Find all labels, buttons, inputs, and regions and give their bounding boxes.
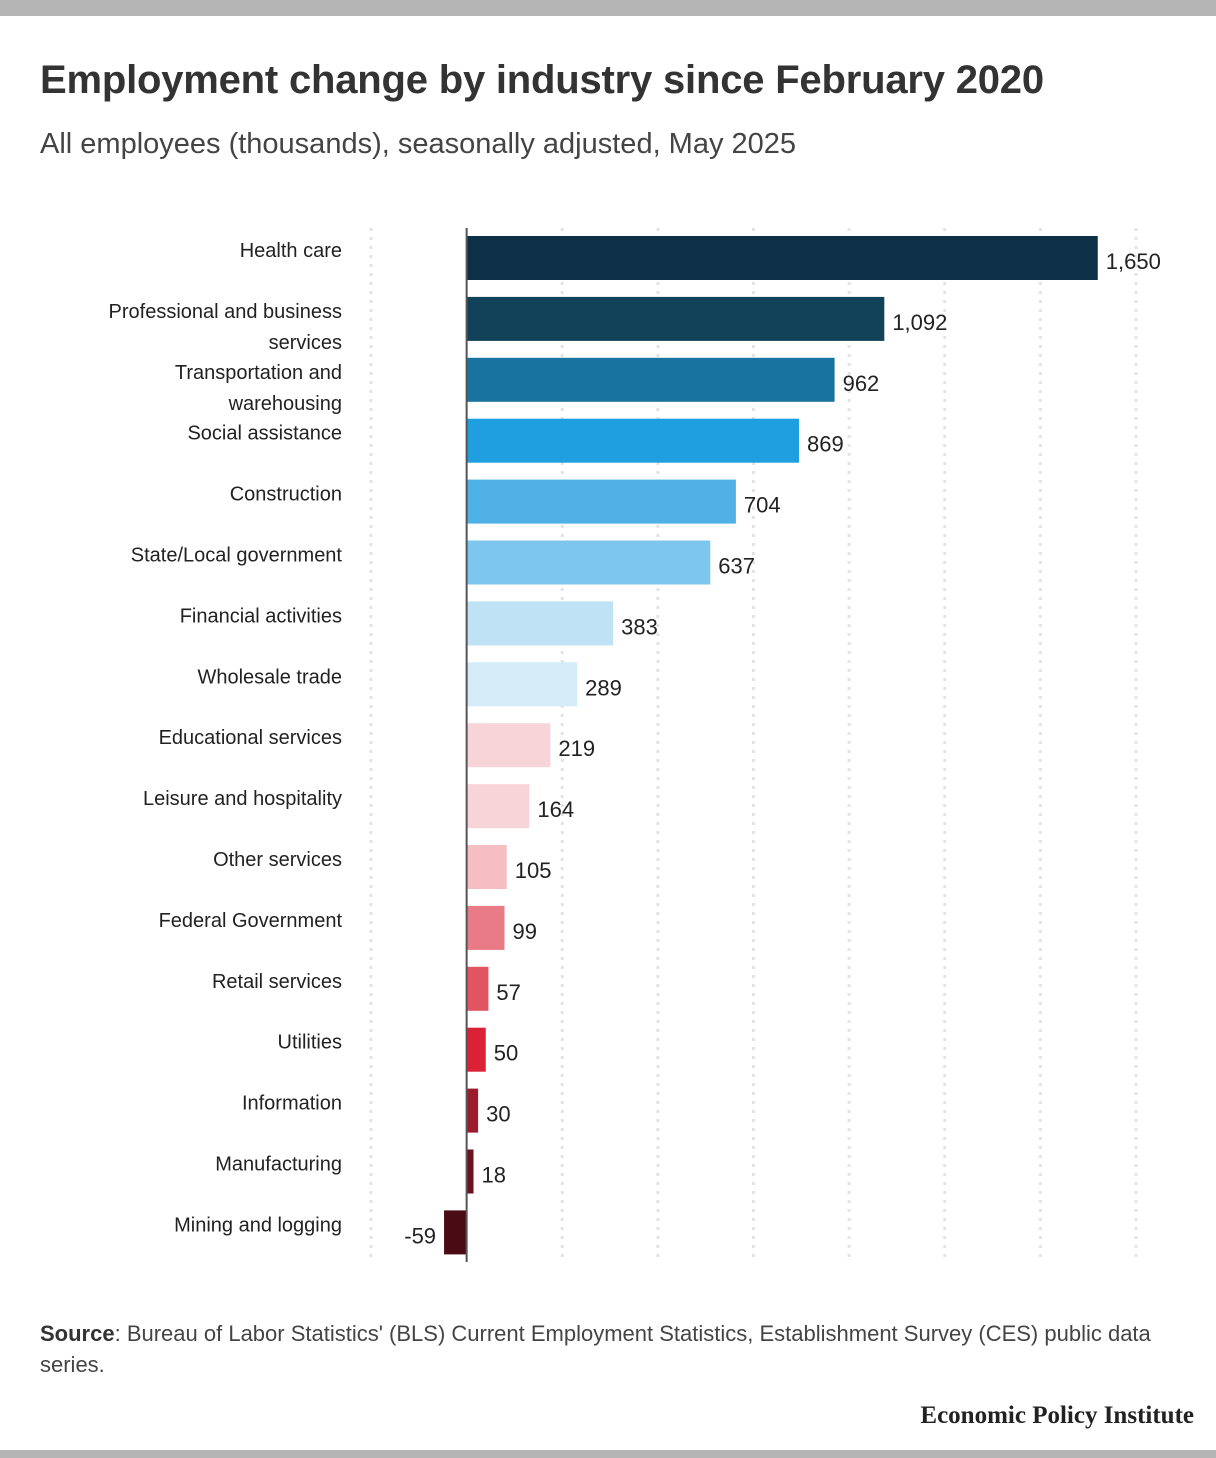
category-label-line: warehousing — [228, 393, 342, 415]
bar — [466, 1149, 474, 1194]
category-label: Educational services — [159, 727, 342, 749]
category-label-line: Other services — [213, 849, 342, 871]
category-label-line: services — [269, 332, 342, 354]
bar — [466, 418, 800, 463]
bar — [444, 1210, 467, 1255]
value-label: 105 — [515, 858, 552, 883]
category-label: Manufacturing — [215, 1154, 342, 1176]
value-label: 18 — [482, 1163, 506, 1188]
category-labels: Health care Professional and business serv… — [109, 240, 343, 1236]
category-label: Social assistance — [187, 423, 342, 445]
bar — [466, 905, 505, 950]
bar — [466, 1088, 479, 1133]
value-label: 164 — [537, 797, 574, 822]
bar — [466, 236, 1098, 280]
value-label: 57 — [496, 980, 520, 1005]
category-label-line: Federal Government — [159, 910, 343, 932]
category-label-line: Mining and logging — [174, 1214, 342, 1236]
category-label-line: Information — [242, 1093, 342, 1115]
bars — [444, 236, 1098, 1255]
category-label-line: Leisure and hospitality — [143, 788, 342, 810]
category-label-line: Professional and business — [109, 301, 342, 323]
bar — [466, 662, 578, 707]
category-label: Federal Government — [159, 910, 343, 932]
category-label-line: Financial activities — [180, 605, 342, 627]
bar — [466, 1027, 486, 1072]
category-label-line: Manufacturing — [215, 1154, 342, 1176]
chart-title: Employment change by industry since Febr… — [40, 58, 1044, 102]
category-label-line: Retail services — [212, 971, 342, 993]
value-label: 99 — [512, 919, 536, 944]
value-label: 637 — [718, 554, 755, 579]
value-label: 704 — [744, 493, 781, 518]
source-note: Source: Bureau of Labor Statistics' (BLS… — [40, 1318, 1180, 1380]
category-label: Other services — [213, 849, 342, 871]
bar — [466, 296, 885, 341]
value-label: -59 — [404, 1223, 436, 1248]
category-label: Utilities — [278, 1032, 342, 1054]
bar — [466, 357, 835, 402]
category-label: Financial activities — [180, 605, 342, 627]
value-labels: 1,650 1,092 962 869 704 637 383 289 219 164 105 99 5… — [404, 249, 1161, 1248]
chart-subtitle: All employees (thousands), seasonally ad… — [40, 128, 797, 160]
value-label: 383 — [621, 614, 658, 639]
value-label: 962 — [843, 371, 880, 396]
value-label: 1,092 — [892, 310, 947, 335]
top-band — [0, 0, 1216, 16]
category-label: State/Local government — [131, 545, 343, 567]
category-label: Construction — [230, 484, 342, 506]
bar — [466, 540, 711, 585]
category-label-line: Construction — [230, 484, 342, 506]
category-label-line: Utilities — [278, 1032, 342, 1054]
category-label: Information — [242, 1093, 342, 1115]
bar — [466, 845, 507, 889]
category-label-line: Wholesale trade — [197, 666, 342, 688]
bar — [466, 784, 530, 829]
category-label-line: Health care — [240, 240, 342, 262]
category-label-line: Educational services — [159, 727, 342, 749]
brand-logo-text: Economic Policy Institute — [920, 1402, 1194, 1429]
bar-chart: Health care Professional and business serv… — [109, 228, 1161, 1262]
bar — [466, 601, 614, 646]
category-label-line: State/Local government — [131, 545, 343, 567]
value-label: 289 — [585, 675, 622, 700]
bar — [466, 723, 551, 768]
bar — [466, 479, 736, 524]
value-label: 1,650 — [1106, 249, 1161, 274]
bar — [466, 966, 489, 1011]
category-label-line: Social assistance — [187, 423, 342, 445]
category-label: Transportation and warehousing — [175, 362, 342, 415]
value-label: 869 — [807, 432, 844, 457]
value-label: 50 — [494, 1041, 518, 1066]
category-label: Wholesale trade — [197, 666, 342, 688]
category-label: Health care — [240, 240, 342, 262]
value-label: 30 — [486, 1102, 510, 1127]
category-label: Retail services — [212, 971, 342, 993]
category-label: Professional and business services — [109, 301, 342, 354]
bottom-band — [0, 1450, 1216, 1458]
source-label: Source — [40, 1321, 115, 1346]
source-text: : Bureau of Labor Statistics' (BLS) Curr… — [40, 1321, 1151, 1377]
category-label-line: Transportation and — [175, 362, 342, 384]
value-label: 219 — [558, 736, 595, 761]
category-label: Leisure and hospitality — [143, 788, 342, 810]
category-label: Mining and logging — [174, 1214, 342, 1236]
